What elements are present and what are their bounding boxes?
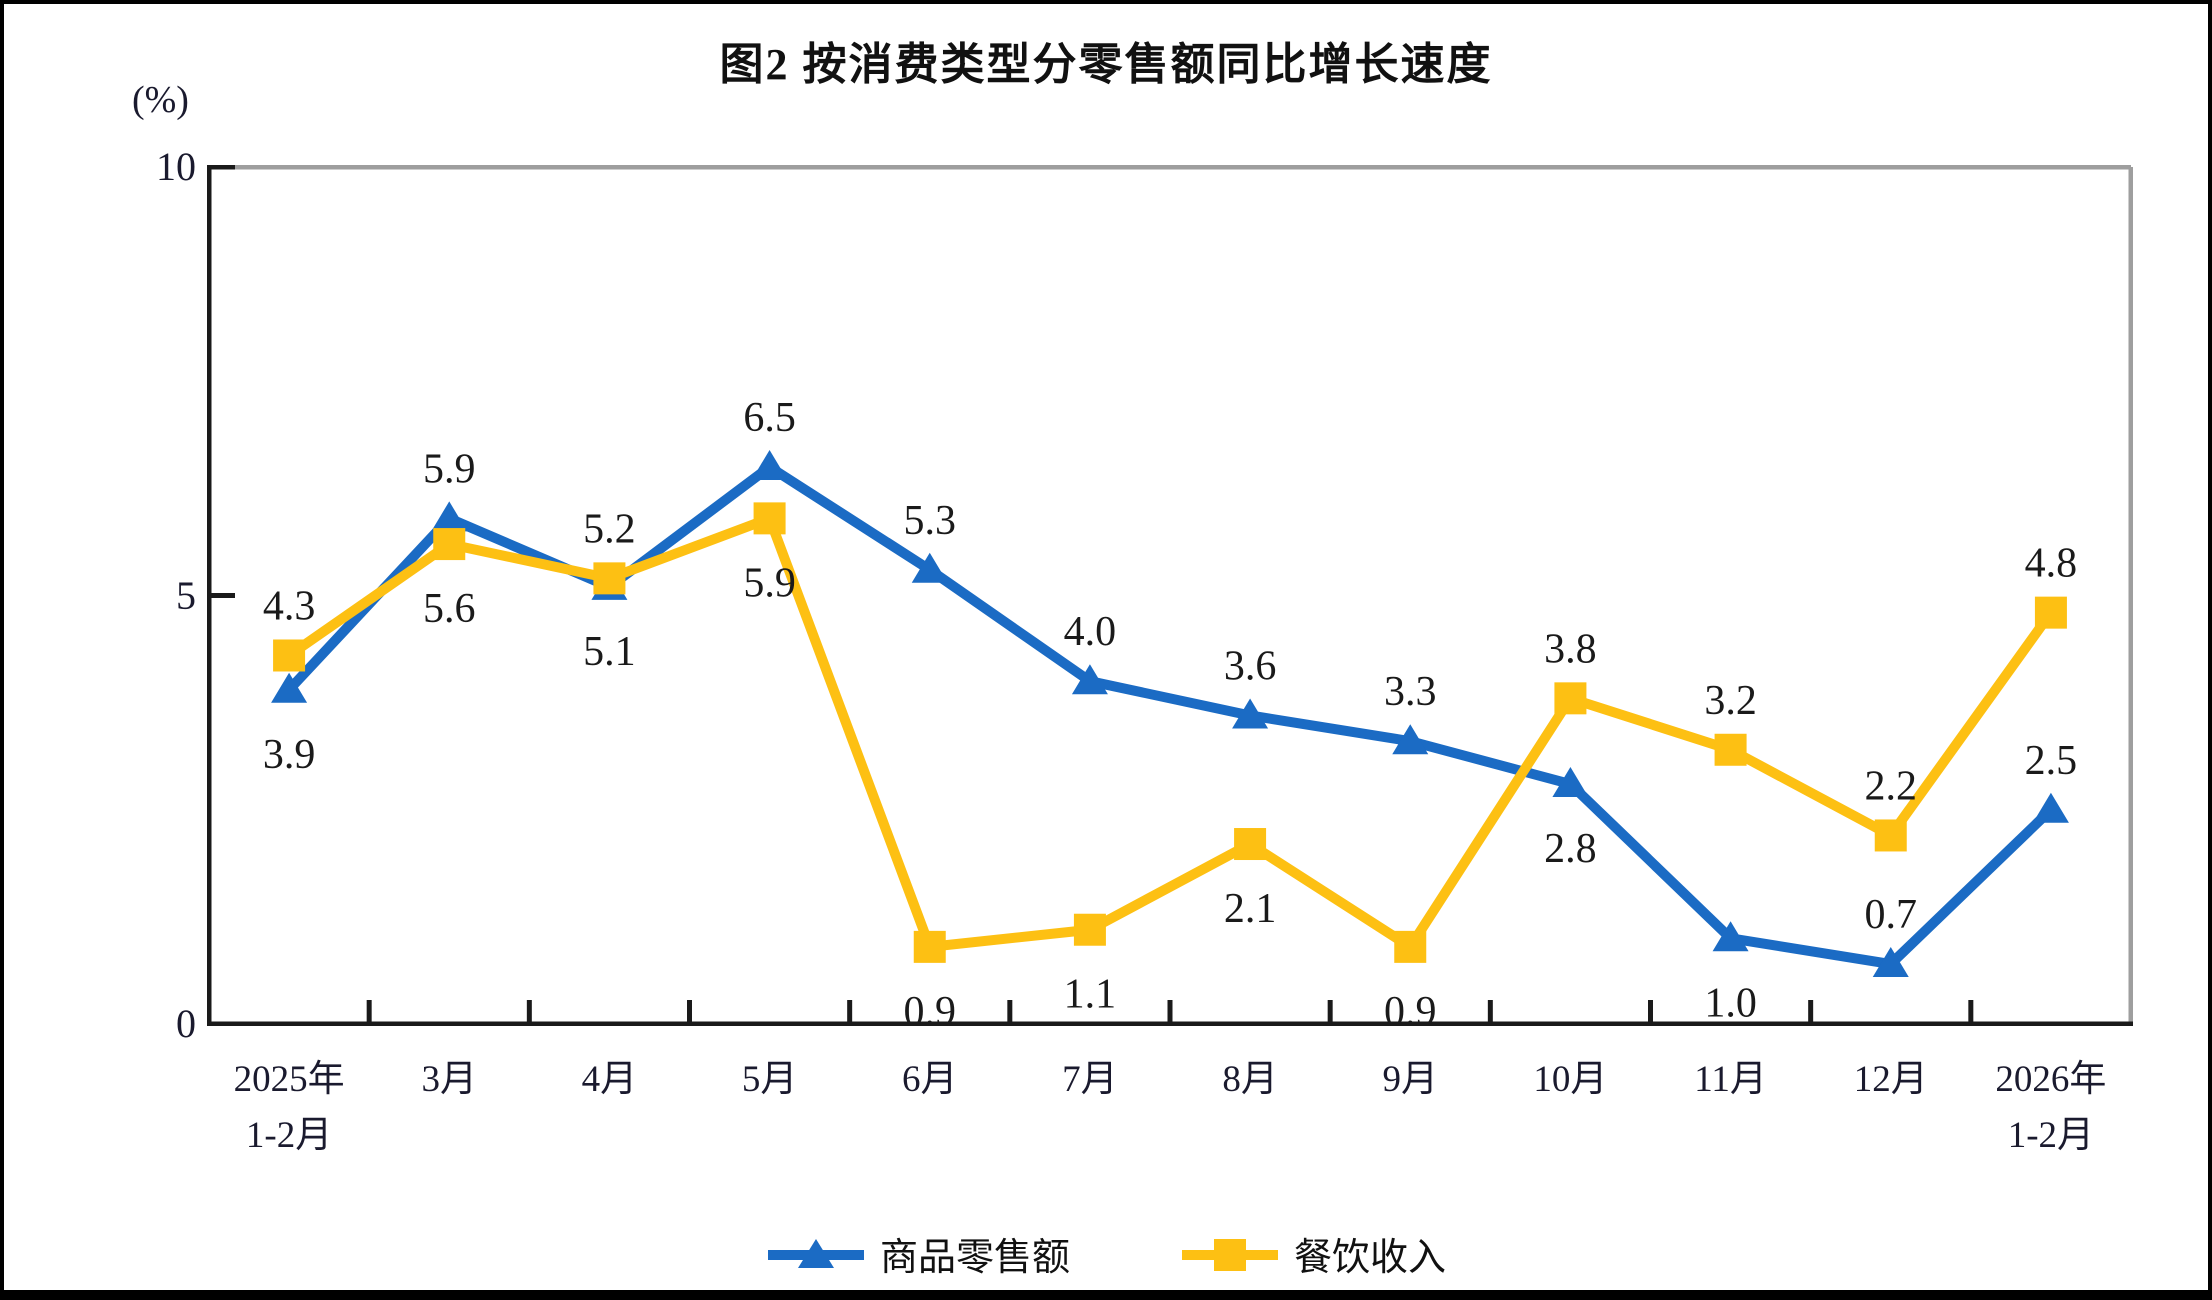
data-point-marker-triangle	[1071, 664, 1108, 695]
data-point-label: 5.1	[583, 629, 636, 675]
x-axis-category-label: 6月	[902, 1059, 958, 1100]
chart-legend: 商品零售额 餐饮收入	[4, 1226, 2208, 1281]
data-point-label: 2.1	[1224, 886, 1277, 932]
data-point-marker-square	[2034, 596, 2067, 629]
data-point-marker-triangle	[1232, 698, 1269, 729]
data-point-label: 0.9	[1384, 989, 1437, 1026]
x-axis-category-label: 12月	[1853, 1059, 1928, 1100]
data-point-marker-square	[1394, 930, 1427, 963]
y-axis-tick-label: 0	[176, 1001, 196, 1046]
data-point-marker-square	[593, 562, 626, 595]
data-point-marker-square	[1874, 819, 1907, 852]
y-axis-tick-label: 10	[156, 144, 196, 189]
y-axis-tick-label: 5	[176, 572, 196, 618]
x-axis-category-label: 7月	[1062, 1059, 1118, 1100]
data-point-marker-square	[753, 502, 786, 535]
data-point-marker-triangle	[431, 501, 468, 532]
data-point-label: 3.8	[1544, 626, 1597, 672]
x-axis-category-label: 5月	[741, 1059, 798, 1100]
data-point-marker-square	[1073, 913, 1106, 946]
data-point-marker-triangle	[1872, 947, 1909, 978]
data-point-label: 3.3	[1384, 669, 1437, 715]
plot-area: 3.9 5.9 5.1 6.5 5.3 4.0 3.6 3.3 2.8 1.0 0.7 2.5 4.3 5…	[207, 165, 2133, 1026]
x-axis-category-label: 4月	[581, 1059, 638, 1100]
x-axis-category-label: 10月	[1533, 1059, 1608, 1100]
data-point-marker-square	[913, 930, 946, 963]
data-point-marker-triangle	[751, 449, 788, 480]
data-point-label: 0.7	[1865, 892, 1918, 938]
data-point-label: 5.9	[423, 446, 476, 492]
data-point-label: 5.2	[583, 506, 636, 552]
data-point-label: 3.2	[1704, 678, 1757, 724]
legend-marker-goods-line-triangle-icon	[767, 1238, 864, 1268]
data-point-label: 2.8	[1544, 826, 1597, 872]
data-point-marker-triangle	[1712, 921, 1749, 952]
x-axis-category-label: 2026年 1-2月	[1995, 1059, 2107, 1156]
data-point-label: 5.6	[423, 586, 476, 632]
data-point-marker-triangle	[2032, 792, 2069, 823]
data-point-label: 6.5	[743, 395, 796, 441]
data-point-marker-triangle	[911, 552, 948, 583]
data-point-label: 3.6	[1224, 643, 1277, 689]
data-point-marker-triangle	[1392, 724, 1429, 755]
data-point-label: 4.0	[1064, 609, 1117, 655]
x-axis-category-label: 3月	[421, 1059, 478, 1100]
data-point-label: 1.1	[1064, 972, 1117, 1018]
data-point-marker-triangle	[1552, 767, 1589, 798]
data-point-label: 5.9	[743, 560, 796, 606]
legend-label-goods: 商品零售额	[879, 1237, 1070, 1279]
data-point-marker-square	[1714, 733, 1747, 766]
series-line-1	[284, 513, 2056, 952]
data-point-label: 4.3	[263, 583, 316, 629]
x-axis-category-label: 8月	[1222, 1059, 1278, 1100]
chart-title: 图2 按消费类型分零售额同比增长速度	[719, 40, 1493, 89]
data-point-label: 1.0	[1704, 980, 1757, 1026]
legend-item-catering: 餐饮收入	[1180, 1226, 1446, 1281]
data-point-label: 2.2	[1865, 763, 1918, 809]
data-point-marker-square	[433, 528, 466, 561]
x-axis-category-label: 9月	[1382, 1059, 1439, 1100]
data-point-marker-square	[1554, 682, 1587, 715]
legend-label-catering: 餐饮收入	[1294, 1237, 1447, 1279]
data-point-marker-square	[273, 639, 306, 672]
legend-item-goods: 商品零售额	[766, 1226, 1070, 1281]
x-axis-category-label: 11月	[1694, 1059, 1767, 1100]
data-point-marker-triangle	[271, 672, 308, 703]
x-axis-category-label: 2025年 1-2月	[233, 1059, 345, 1156]
data-point-label: 0.9	[904, 989, 957, 1026]
data-point-label: 5.3	[904, 498, 957, 544]
legend-marker-catering-line-square-icon	[1182, 1238, 1278, 1271]
data-point-marker-square	[1234, 828, 1267, 861]
y-axis-unit-label: (%)	[132, 79, 189, 121]
data-point-label: 3.9	[263, 732, 316, 778]
data-point-label: 2.5	[2025, 738, 2077, 784]
data-point-label: 4.8	[2025, 541, 2077, 587]
